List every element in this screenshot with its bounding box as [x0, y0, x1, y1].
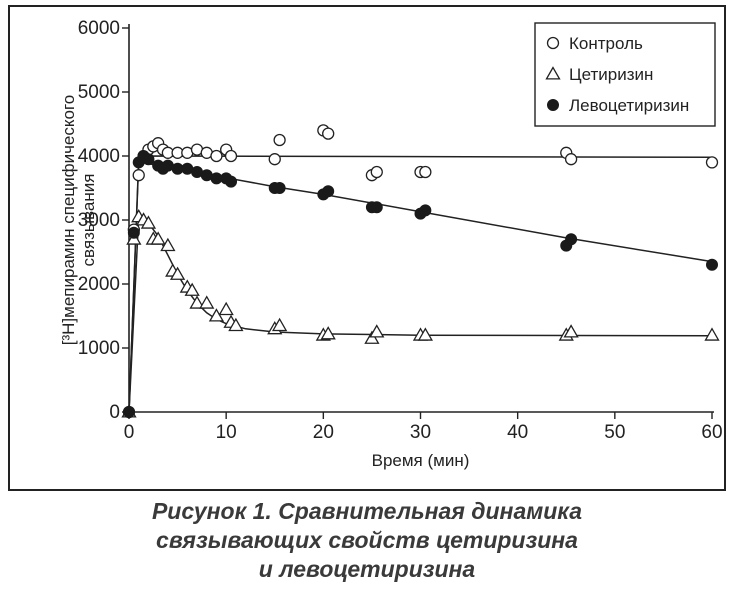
- data-point-circle-open: [210, 149, 223, 163]
- data-point-triangle: [704, 327, 720, 341]
- data-point-triangle: [169, 266, 186, 280]
- data-point-circle-filled: [322, 185, 335, 198]
- data-point-circle-filled: [706, 258, 718, 271]
- x-tick-label: 60: [701, 422, 722, 443]
- x-axis-label: Время (мин): [372, 451, 470, 470]
- data-point-triangle: [271, 317, 288, 332]
- x-tick-label: 30: [410, 422, 431, 443]
- data-point-triangle: [563, 324, 579, 338]
- caption-line-1: Рисунок 1. Сравнительная динамика: [151, 498, 583, 524]
- y-axis-label-line: [³H]мепирамин специфического: [59, 95, 78, 345]
- data-point-circle-open: [546, 36, 560, 50]
- data-point-circle-open: [705, 156, 719, 169]
- y-tick-label: 5000: [78, 82, 120, 103]
- caption-line-2: связывающих свойств цетиризина: [156, 527, 578, 553]
- data-point-triangle: [160, 237, 176, 252]
- data-point-circle-filled: [419, 204, 432, 217]
- y-tick-label: 2000: [78, 274, 120, 295]
- data-point-circle-filled: [547, 99, 559, 111]
- data-point-circle-filled: [142, 153, 155, 166]
- data-point-circle-open: [419, 165, 432, 179]
- data-point-triangle: [150, 231, 166, 245]
- x-tick-label: 20: [313, 422, 334, 443]
- data-point-circle-filled: [273, 182, 286, 194]
- y-tick-label: 1000: [78, 338, 120, 359]
- data-point-circle-filled: [370, 201, 383, 214]
- data-point-circle-open: [132, 169, 145, 182]
- data-point-triangle: [417, 327, 433, 341]
- data-point-circle-open: [322, 127, 335, 140]
- data-point-triangle: [208, 308, 225, 322]
- data-point-circle-open: [224, 149, 238, 163]
- data-point-circle-open: [273, 133, 286, 147]
- data-point-triangle: [369, 324, 385, 338]
- caption-line-3: и левоцетиризина: [258, 556, 476, 582]
- legend-box: [534, 22, 716, 127]
- y-axis-label: [³H]мепирамин специфического связывания: [59, 95, 98, 345]
- data-point-triangle: [320, 326, 336, 340]
- x-tick-label: 50: [604, 422, 625, 443]
- legend-label: Левоцетиризин: [569, 96, 689, 115]
- y-tick-label: 3000: [78, 210, 120, 231]
- fit-curve-line: [128, 155, 713, 413]
- data-point-circle-filled: [127, 226, 140, 239]
- figure-caption: Рисунок 1. Сравнительная динамика связыв…: [0, 497, 734, 584]
- y-axis-label-line: связывания: [79, 174, 98, 267]
- data-point-triangle: [184, 282, 200, 296]
- y-tick-label: 4000: [78, 146, 120, 167]
- data-point-triangle: [228, 317, 244, 332]
- data-point-triangle: [140, 215, 157, 229]
- x-tick-label: 0: [124, 422, 135, 443]
- y-tick-label: 6000: [78, 18, 120, 39]
- data-point-triangle: [199, 295, 215, 309]
- chart-plot: 0 1000 2000 3000 4000 5000 6000 0 10 20 30 40 50 60 Вр…: [59, 18, 723, 470]
- data-point-triangle: [364, 330, 380, 344]
- data-point-triangle: [545, 66, 561, 80]
- data-point-triangle: [218, 301, 234, 316]
- data-point-triangle: [189, 295, 205, 309]
- data-point-circle-open: [564, 153, 578, 166]
- chart-frame: 0 1000 2000 3000 4000 5000 6000 0 10 20 30 40 50 60 Вр…: [8, 5, 726, 491]
- data-point-circle-filled: [565, 233, 578, 246]
- x-tick-label: 10: [216, 422, 237, 443]
- fit-curve-line: [128, 158, 713, 413]
- x-tick-label: 40: [507, 422, 528, 443]
- legend-label: Цетиризин: [569, 65, 653, 84]
- data-point-circle-filled: [225, 175, 238, 188]
- data-point-circle-filled: [123, 406, 135, 418]
- legend-label: Контроль: [569, 34, 643, 53]
- data-point-circle-open: [268, 153, 281, 166]
- data-point-circle-open: [370, 165, 383, 179]
- y-tick-label: 0: [109, 402, 120, 423]
